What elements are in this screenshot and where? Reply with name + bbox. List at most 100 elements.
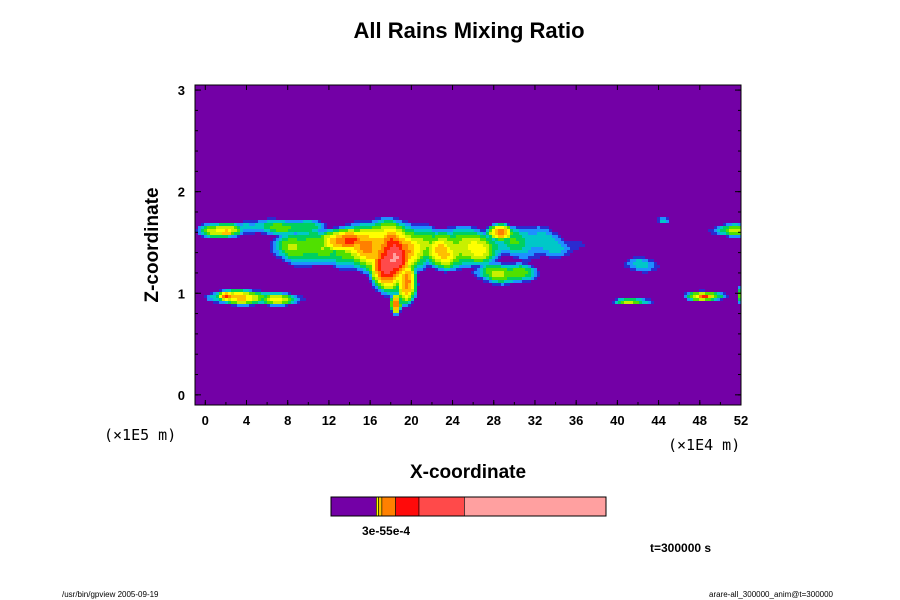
heat-cell (399, 310, 402, 313)
heat-cell (498, 265, 501, 268)
heat-cell (228, 295, 231, 298)
heat-cell (405, 259, 408, 262)
heat-cell (438, 256, 441, 259)
heat-cell (390, 304, 393, 307)
heat-cell (489, 250, 492, 253)
heat-cell (477, 244, 480, 247)
heat-cell (369, 250, 372, 253)
heat-cell (453, 265, 456, 268)
heat-cell (522, 250, 525, 253)
heat-cell (426, 244, 429, 247)
heat-cell (393, 295, 396, 298)
heat-cell (468, 232, 471, 235)
heat-cell (213, 298, 216, 301)
heat-cell (540, 232, 543, 235)
heat-cell (303, 226, 306, 229)
heat-cell (321, 241, 324, 244)
heat-cell (237, 304, 240, 307)
heat-cell (579, 241, 582, 244)
heat-cell (645, 262, 648, 265)
heat-cell (495, 223, 498, 226)
heat-cell (534, 271, 537, 274)
heat-cell (528, 271, 531, 274)
heat-cell (378, 229, 381, 232)
heat-cell (402, 283, 405, 286)
heat-cell (360, 247, 363, 250)
heat-cell (498, 268, 501, 271)
heat-cell (330, 229, 333, 232)
heat-cell (498, 280, 501, 283)
heat-cell (384, 241, 387, 244)
heat-cell (462, 247, 465, 250)
heat-cell (252, 298, 255, 301)
heat-cell (510, 280, 513, 283)
heat-cell (366, 229, 369, 232)
heat-cell (516, 262, 519, 265)
heat-cell (462, 235, 465, 238)
heat-cell (411, 289, 414, 292)
heat-cell (411, 226, 414, 229)
heat-cell (372, 223, 375, 226)
heat-cell (639, 298, 642, 301)
heat-cell (390, 298, 393, 301)
heat-cell (384, 292, 387, 295)
heat-cell (630, 262, 633, 265)
heat-cell (372, 244, 375, 247)
heat-cell (393, 235, 396, 238)
heat-cell (294, 301, 297, 304)
heat-cell (384, 235, 387, 238)
heat-cell (714, 232, 717, 235)
heat-cell (279, 250, 282, 253)
heat-cell (372, 256, 375, 259)
heat-cell (555, 235, 558, 238)
heat-cell (483, 259, 486, 262)
heat-cell (471, 262, 474, 265)
heat-cell (465, 256, 468, 259)
heat-cell (396, 289, 399, 292)
heat-cell (450, 232, 453, 235)
heat-cell (462, 226, 465, 229)
heat-cell (309, 265, 312, 268)
heat-cell (321, 229, 324, 232)
heat-cell (429, 265, 432, 268)
heat-cell (699, 298, 702, 301)
heat-cell (339, 241, 342, 244)
heat-cell (303, 256, 306, 259)
heat-cell (627, 298, 630, 301)
heat-cell (396, 253, 399, 256)
heat-cell (468, 253, 471, 256)
heat-cell (360, 235, 363, 238)
heat-cell (339, 253, 342, 256)
heat-cell (390, 265, 393, 268)
heat-cell (396, 256, 399, 259)
heat-cell (510, 232, 513, 235)
heat-cell (387, 247, 390, 250)
heat-cell (453, 247, 456, 250)
heat-cell (387, 289, 390, 292)
heat-cell (219, 298, 222, 301)
heat-cell (402, 247, 405, 250)
heat-cell (420, 238, 423, 241)
heat-cell (447, 268, 450, 271)
heat-cell (405, 223, 408, 226)
heat-cell (462, 250, 465, 253)
heat-cell (387, 223, 390, 226)
heat-cell (468, 235, 471, 238)
heat-cell (309, 232, 312, 235)
heat-cell (432, 250, 435, 253)
heat-cell (348, 265, 351, 268)
heat-cell (693, 292, 696, 295)
heat-cell (546, 244, 549, 247)
heat-cell (489, 277, 492, 280)
heat-cell (522, 268, 525, 271)
heat-cell (297, 244, 300, 247)
heat-cell (225, 301, 228, 304)
heat-cell (504, 271, 507, 274)
heat-cell (348, 241, 351, 244)
heat-cell (453, 226, 456, 229)
heat-cell (318, 256, 321, 259)
heat-cell (459, 247, 462, 250)
heat-cell (630, 259, 633, 262)
heat-cell (237, 229, 240, 232)
